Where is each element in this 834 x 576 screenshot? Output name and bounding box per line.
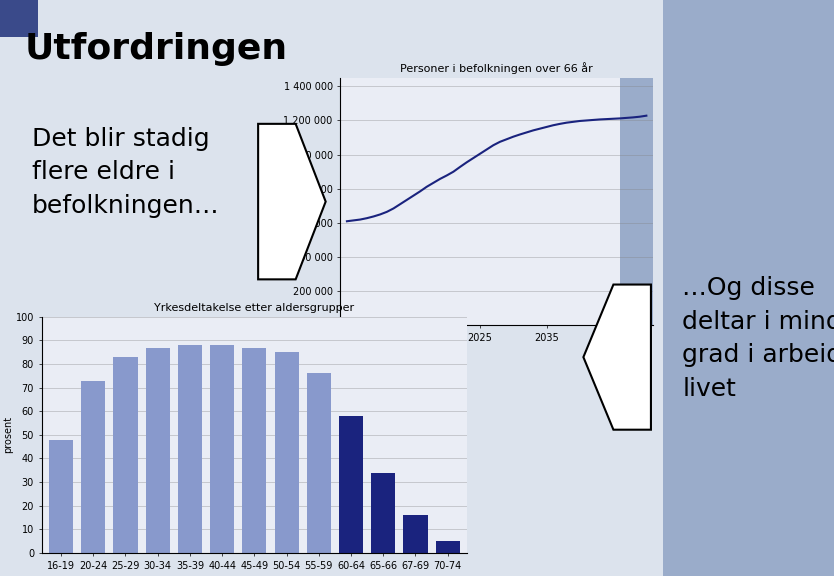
Bar (274, 352, 299, 553)
Bar (113, 357, 138, 553)
Bar (620, 78, 653, 325)
Text: …Og disse
deltar i mindre
grad i arbeids-
livet: …Og disse deltar i mindre grad i arbeids… (682, 276, 834, 401)
Bar (146, 347, 170, 553)
Y-axis label: prosent: prosent (3, 416, 13, 453)
Bar (404, 515, 428, 553)
Y-axis label: personer: personer (270, 180, 280, 223)
Bar (178, 345, 202, 553)
Title: Personer i befolkningen over 66 år: Personer i befolkningen over 66 år (400, 62, 593, 74)
Polygon shape (584, 285, 651, 430)
Text: Det blir stadig
flere eldre i
befolkningen…: Det blir stadig flere eldre i befolkning… (32, 127, 219, 218)
Bar (81, 381, 105, 553)
Bar (49, 439, 73, 553)
Text: Utfordringen: Utfordringen (25, 32, 288, 66)
Bar (307, 373, 331, 553)
Bar (210, 345, 234, 553)
Title: Yrkesdeltakelse etter aldersgrupper: Yrkesdeltakelse etter aldersgrupper (154, 303, 354, 313)
Bar (371, 473, 395, 553)
Bar (435, 541, 460, 553)
Bar (243, 347, 266, 553)
Bar (339, 416, 363, 553)
Polygon shape (258, 124, 325, 279)
